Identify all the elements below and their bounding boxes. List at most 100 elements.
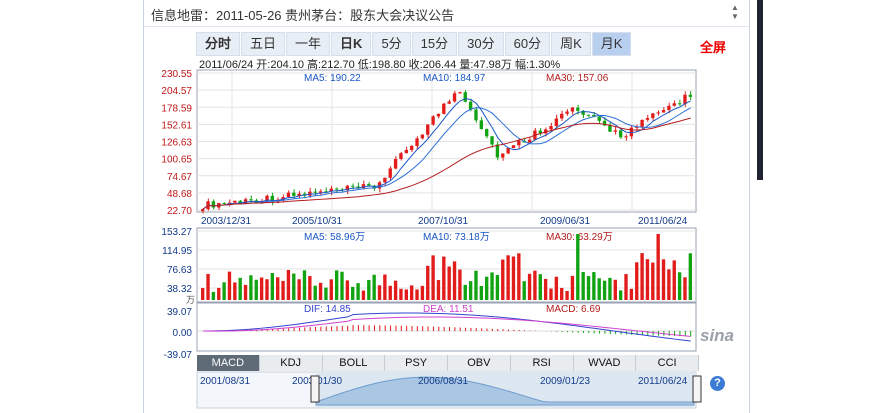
indicator-tab-rsi[interactable]: RSI <box>510 355 574 371</box>
volume-bar <box>206 273 210 300</box>
volume-bar <box>233 282 237 300</box>
tab-0[interactable]: 分时 <box>196 32 241 56</box>
ma10-line <box>202 107 691 210</box>
volume-bar <box>356 283 360 300</box>
sina-logo: sina <box>700 326 735 345</box>
candle-body <box>420 134 425 139</box>
volume-bar <box>281 280 285 300</box>
arrow-up-icon[interactable]: ▲ <box>731 3 739 12</box>
candle-body <box>345 185 350 191</box>
volume-bar <box>629 288 634 300</box>
price-axis-label: 178.59 <box>161 103 192 114</box>
tab-8[interactable]: 周K <box>551 32 591 56</box>
vol-axis-label: 76.63 <box>167 265 192 276</box>
price-axis-label: 204.57 <box>161 86 192 97</box>
tab-3[interactable]: 日K <box>331 32 372 56</box>
volume-bar <box>517 253 521 300</box>
page-scrollbar[interactable] <box>757 0 763 180</box>
vol-unit-label: 万 <box>186 295 195 305</box>
date-label: 2003/12/31 <box>201 216 251 227</box>
indicator-tab-boll[interactable]: BOLL <box>322 355 386 371</box>
candle-body <box>356 186 360 188</box>
candle-body <box>286 192 291 198</box>
volume-bar <box>238 277 242 300</box>
volume-bar <box>672 260 676 300</box>
ma30-label: MA30: 157.06 <box>546 73 609 84</box>
volume-bar <box>613 279 617 300</box>
candle-body <box>201 209 205 212</box>
candle-body <box>442 103 446 114</box>
volume-bar <box>452 261 457 300</box>
volume-bar <box>361 290 366 300</box>
candle-body <box>667 105 671 111</box>
volume-bar <box>624 274 628 300</box>
candle-body <box>618 130 623 138</box>
candle-body <box>367 184 371 186</box>
candle-body <box>468 101 473 110</box>
tab-5[interactable]: 15分 <box>411 32 458 56</box>
arrow-down-icon[interactable]: ▼ <box>731 12 739 21</box>
question-icon[interactable]: ? <box>710 376 725 391</box>
volume-bar <box>468 281 473 300</box>
volume-bar <box>211 291 216 300</box>
volume-bar <box>367 279 371 300</box>
tab-4[interactable]: 5分 <box>372 32 411 56</box>
volume-bar <box>393 280 398 300</box>
volume-bar <box>420 285 425 300</box>
volume-bar <box>618 290 623 300</box>
stock-chart-widget: 信息地雷：2011-05-26 贵州茅台：股东大会决议公告 ▲ ▼ 分时 五日 一年… <box>143 0 750 413</box>
price-axis-label: 230.55 <box>161 69 192 80</box>
volume-bar <box>581 271 585 300</box>
kline-chart[interactable]: 230.55 204.57 178.59 152.61 126.63 100.65 74.6… <box>144 0 749 413</box>
volume-bar <box>297 279 301 300</box>
candle-body <box>560 113 564 119</box>
title-scroll[interactable]: ▲ ▼ <box>729 3 741 23</box>
candle-body <box>452 93 457 102</box>
volume-bar <box>474 270 478 300</box>
candle-body <box>613 130 617 132</box>
tab-1[interactable]: 五日 <box>241 32 286 56</box>
volume-bar <box>447 266 451 300</box>
candle-body <box>211 201 216 208</box>
navigator-date: 2001/08/31 <box>200 376 250 387</box>
fullscreen-link[interactable]: 全屏 <box>700 40 727 55</box>
price-axis-label: 22.70 <box>167 206 192 217</box>
candle-body <box>292 192 296 196</box>
indicator-tab-obv[interactable]: OBV <box>448 355 511 371</box>
candle-body <box>651 113 655 119</box>
info-mine-title[interactable]: 信息地雷：2011-05-26 贵州茅台：股东大会决议公告 <box>151 8 455 23</box>
candle-body <box>629 127 634 137</box>
candle-body <box>463 92 467 102</box>
candle-body <box>688 94 692 97</box>
volume-bar <box>404 289 408 300</box>
indicator-tab-wvad[interactable]: WVAD <box>573 355 637 371</box>
candle-body <box>458 92 462 94</box>
candle-body <box>265 195 269 202</box>
indicator-tab-cci[interactable]: CCI <box>636 355 699 371</box>
date-label: 2009/06/31 <box>540 216 590 227</box>
volume-bar <box>570 275 575 300</box>
volume-bar <box>683 277 687 300</box>
volume-bar <box>351 286 355 300</box>
price-axis-label: 152.61 <box>161 120 192 131</box>
volume-bar <box>399 288 403 300</box>
indicator-tab-kdj[interactable]: KDJ <box>259 355 323 371</box>
volume-bar <box>506 255 510 300</box>
candle-body <box>447 101 451 104</box>
volume-bar <box>592 272 596 300</box>
candle-body <box>436 113 441 117</box>
tab-9[interactable]: 月K <box>591 32 632 56</box>
candle-body <box>501 153 505 158</box>
volume-bar <box>667 269 671 300</box>
indicator-tab-macd[interactable]: MACD <box>197 355 260 371</box>
tab-2[interactable]: 一年 <box>286 32 331 56</box>
volume-bar <box>217 287 221 300</box>
volume-bar <box>334 270 339 300</box>
tab-7[interactable]: 60分 <box>504 32 551 56</box>
volume-bar <box>377 285 382 300</box>
price-axis-label: 100.65 <box>161 155 192 166</box>
tab-6[interactable]: 30分 <box>458 32 504 56</box>
candle-body <box>672 103 676 106</box>
indicator-tab-psy[interactable]: PSY <box>385 355 448 371</box>
ma10-label: MA10: 184.97 <box>423 73 486 84</box>
